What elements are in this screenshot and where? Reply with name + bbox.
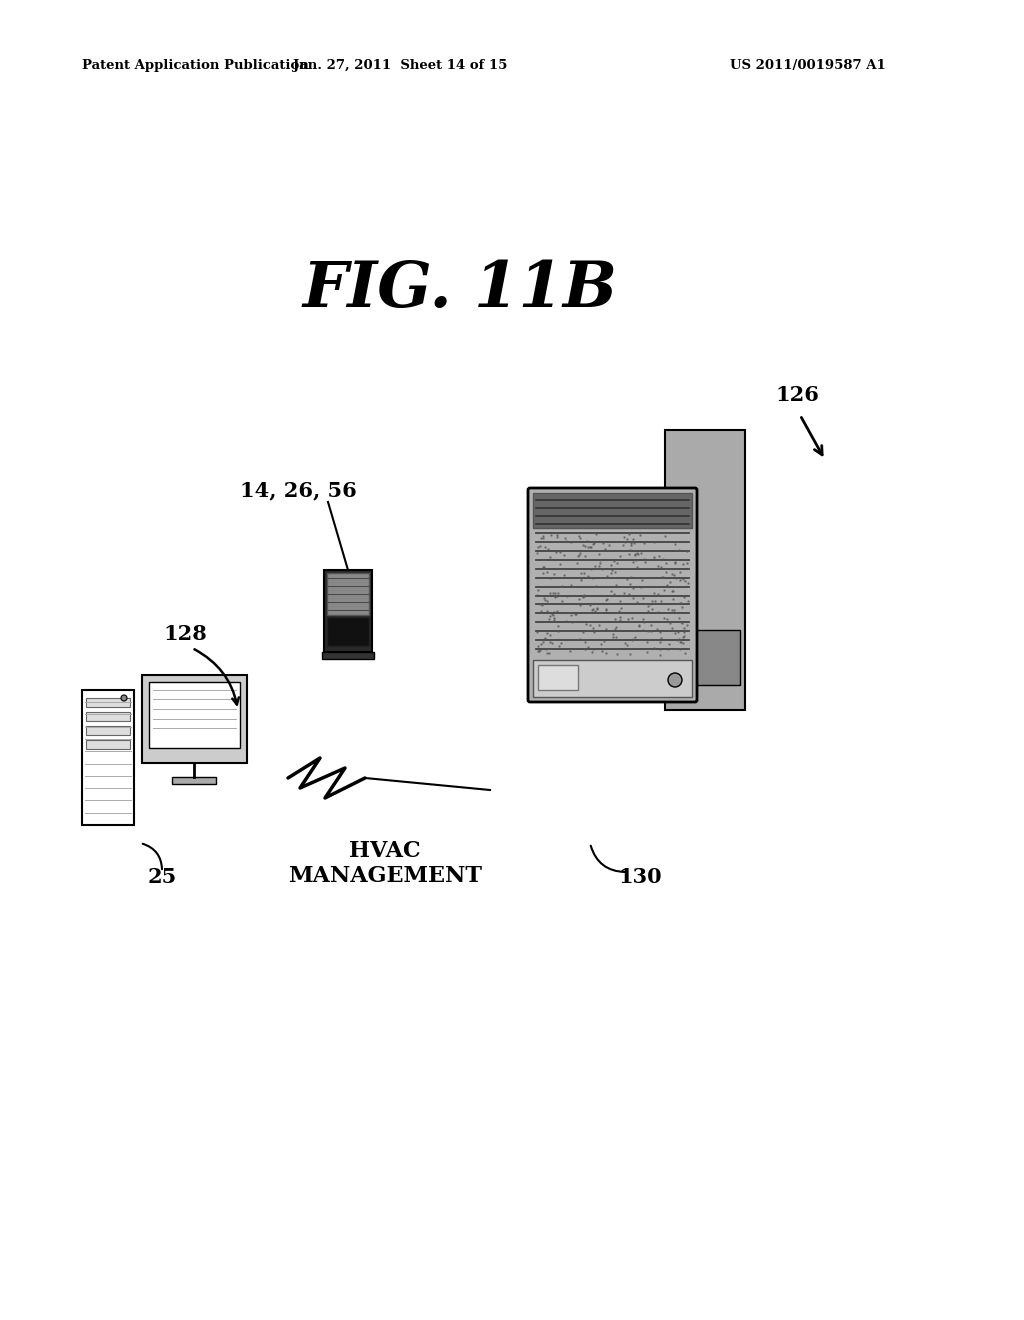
Circle shape xyxy=(668,673,682,686)
Text: 25: 25 xyxy=(148,867,177,887)
Bar xyxy=(86,698,130,708)
Text: Patent Application Publication: Patent Application Publication xyxy=(82,58,309,71)
Bar xyxy=(142,675,247,763)
Bar xyxy=(324,570,372,652)
Text: US 2011/0019587 A1: US 2011/0019587 A1 xyxy=(730,58,886,71)
Text: 128: 128 xyxy=(163,624,207,644)
Bar xyxy=(327,616,369,645)
Text: 14, 26, 56: 14, 26, 56 xyxy=(240,480,356,500)
Bar xyxy=(86,741,130,748)
Bar xyxy=(534,660,692,697)
Bar xyxy=(86,711,130,721)
Text: Jan. 27, 2011  Sheet 14 of 15: Jan. 27, 2011 Sheet 14 of 15 xyxy=(293,58,507,71)
Bar xyxy=(534,492,692,528)
Bar xyxy=(172,777,216,784)
FancyBboxPatch shape xyxy=(528,488,697,702)
Bar xyxy=(82,690,134,825)
Bar xyxy=(327,573,369,615)
Text: 126: 126 xyxy=(775,385,819,405)
Bar xyxy=(86,726,130,735)
Bar xyxy=(665,430,745,710)
Circle shape xyxy=(121,696,127,701)
Bar xyxy=(322,652,374,659)
Bar xyxy=(670,630,740,685)
Text: FIG. 11B: FIG. 11B xyxy=(302,259,617,321)
Bar xyxy=(538,665,578,690)
Text: 130: 130 xyxy=(618,867,662,887)
Text: HVAC
MANAGEMENT: HVAC MANAGEMENT xyxy=(288,840,482,887)
Bar xyxy=(150,682,240,748)
